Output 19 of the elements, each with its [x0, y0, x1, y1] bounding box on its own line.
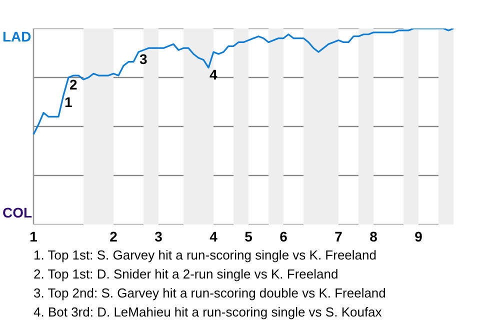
x-tick-label: 9: [414, 228, 423, 244]
text: 4. Bot 3rd: D. LeMahieu hit a run-scoring single vs S. Koufax: [34, 304, 382, 320]
x-tick-label: 2: [110, 228, 118, 244]
text: 1. Top 1st: S. Garvey hit a run-scoring single vs K. Freeland: [34, 248, 376, 262]
x-tick-label: 7: [334, 228, 343, 244]
annotation: 4: [210, 66, 218, 83]
x-tick-label: 5: [244, 228, 253, 244]
annotation: 3: [140, 51, 148, 68]
x-tick-label: 3: [154, 228, 163, 244]
x-tick-label: 8: [370, 228, 378, 244]
annotation: 1: [64, 94, 72, 110]
x-tick-label: 4: [210, 228, 218, 244]
text: COL: [2, 204, 32, 220]
annotation: 2: [70, 76, 78, 92]
x-tick-label: 1: [30, 228, 38, 244]
text: LAD: [2, 28, 32, 44]
text: 3. Top 2nd: S. Garvey hit a run-scoring double vs K. Freeland: [34, 286, 386, 300]
text: 2. Top 1st: D. Snider hit a 2-run single vs K. Freeland: [34, 266, 338, 282]
x-tick-label: 6: [280, 228, 288, 244]
